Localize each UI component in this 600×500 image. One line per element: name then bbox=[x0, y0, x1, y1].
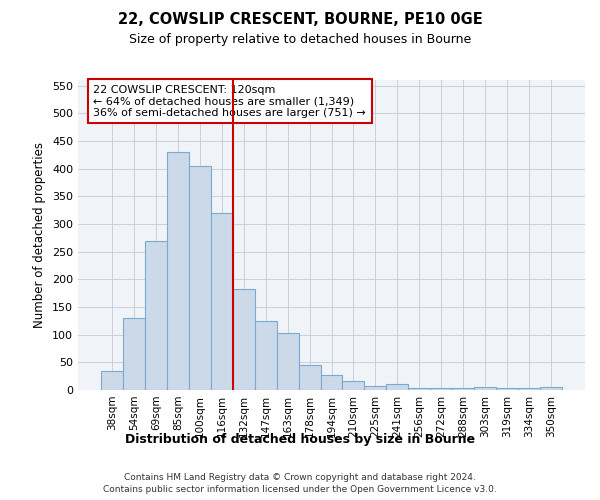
Bar bbox=[496, 388, 518, 390]
Bar bbox=[474, 387, 496, 390]
Bar bbox=[254, 321, 277, 390]
Bar bbox=[299, 365, 320, 390]
Bar bbox=[233, 288, 254, 390]
Bar bbox=[343, 380, 364, 390]
Bar bbox=[101, 370, 123, 390]
Bar bbox=[540, 387, 562, 390]
Bar bbox=[409, 388, 430, 390]
Bar bbox=[277, 333, 299, 390]
Text: 22 COWSLIP CRESCENT: 120sqm
← 64% of detached houses are smaller (1,349)
36% of : 22 COWSLIP CRESCENT: 120sqm ← 64% of det… bbox=[93, 84, 366, 118]
Y-axis label: Number of detached properties: Number of detached properties bbox=[34, 142, 46, 328]
Bar bbox=[320, 374, 343, 390]
Text: Distribution of detached houses by size in Bourne: Distribution of detached houses by size … bbox=[125, 432, 475, 446]
Bar bbox=[364, 386, 386, 390]
Text: Contains HM Land Registry data © Crown copyright and database right 2024.: Contains HM Land Registry data © Crown c… bbox=[124, 472, 476, 482]
Text: 22, COWSLIP CRESCENT, BOURNE, PE10 0GE: 22, COWSLIP CRESCENT, BOURNE, PE10 0GE bbox=[118, 12, 482, 28]
Text: Size of property relative to detached houses in Bourne: Size of property relative to detached ho… bbox=[129, 32, 471, 46]
Bar bbox=[123, 318, 145, 390]
Bar bbox=[518, 388, 540, 390]
Bar bbox=[430, 388, 452, 390]
Bar bbox=[452, 388, 474, 390]
Bar bbox=[189, 166, 211, 390]
Bar bbox=[211, 213, 233, 390]
Bar bbox=[145, 240, 167, 390]
Bar bbox=[167, 152, 189, 390]
Text: Contains public sector information licensed under the Open Government Licence v3: Contains public sector information licen… bbox=[103, 485, 497, 494]
Bar bbox=[386, 384, 409, 390]
